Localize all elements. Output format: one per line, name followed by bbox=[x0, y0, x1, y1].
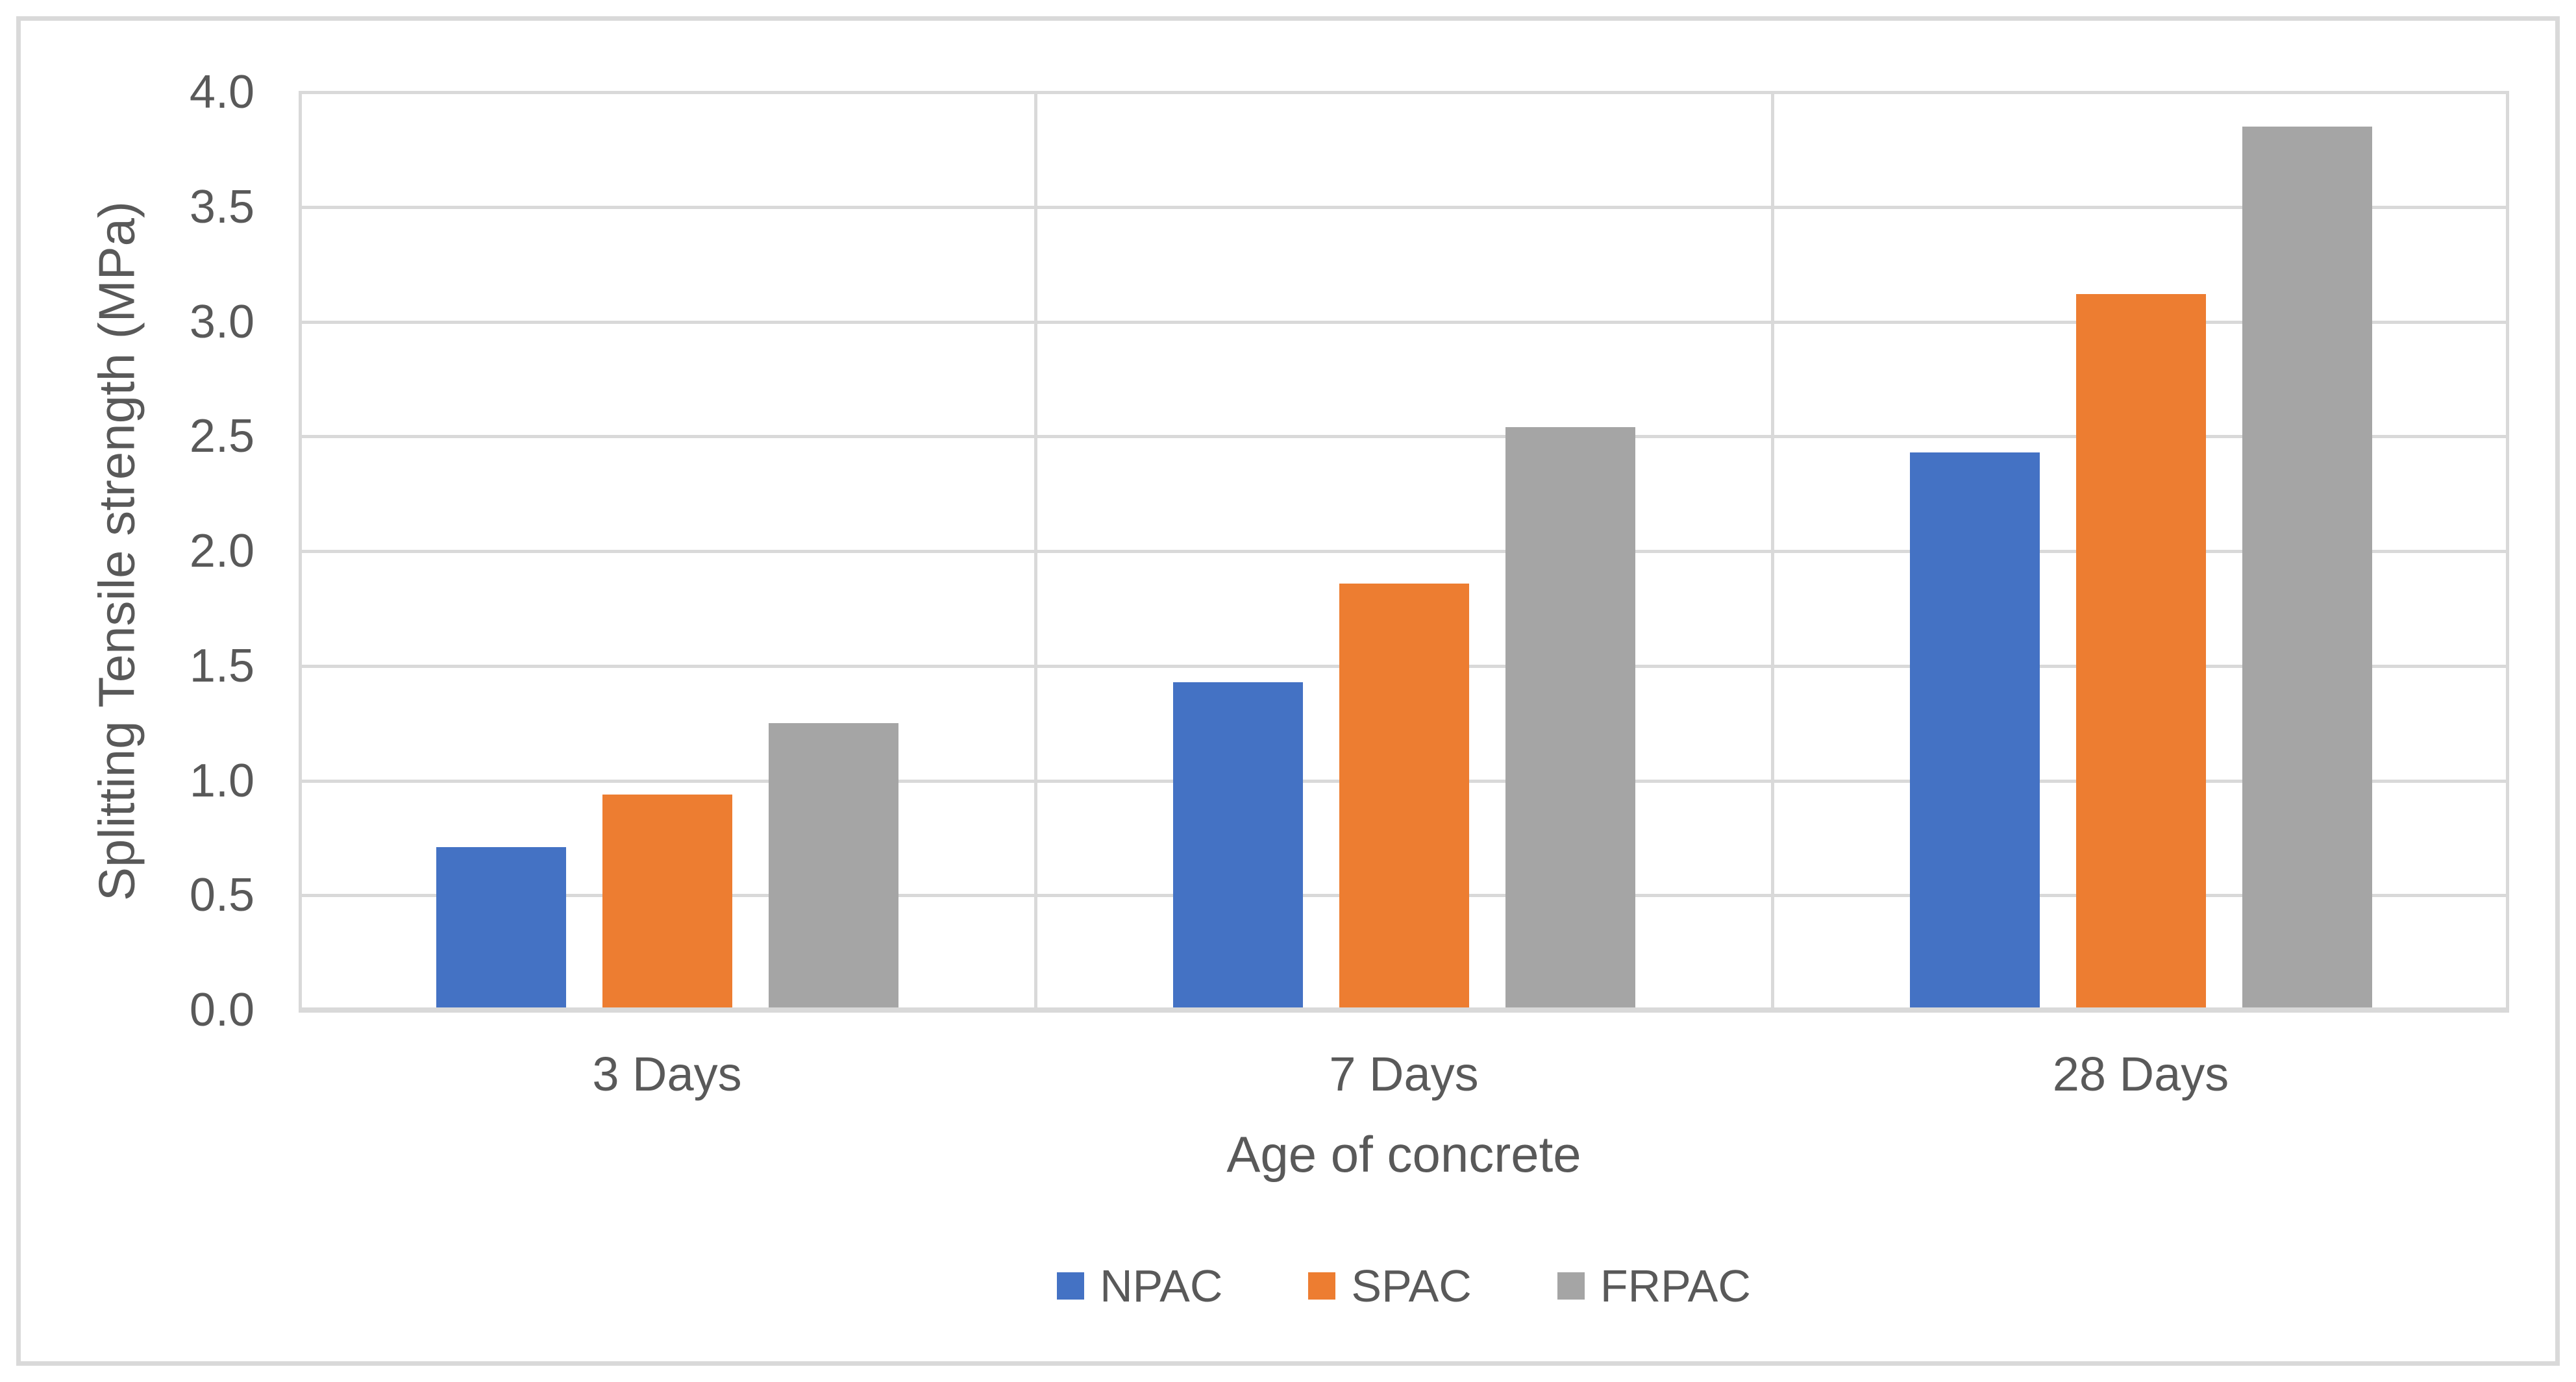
bar-group-28-days bbox=[1772, 92, 2509, 1010]
legend-marker-frpac bbox=[1557, 1272, 1585, 1300]
plot-area bbox=[299, 91, 2509, 1013]
gridline-horizontal bbox=[299, 550, 2509, 553]
y-tick-label-1.5: 1.5 bbox=[189, 639, 254, 692]
bar-frpac-7-days bbox=[1505, 427, 1635, 1010]
legend-label-npac: NPAC bbox=[1100, 1261, 1223, 1311]
bar-spac-28-days bbox=[2075, 294, 2206, 1010]
bar-spac-7-days bbox=[1339, 583, 1469, 1010]
gridline-vertical bbox=[1771, 92, 1774, 1010]
bar-npac-3-days bbox=[436, 847, 566, 1010]
gridline-horizontal bbox=[299, 320, 2509, 324]
legend-label-spac: SPAC bbox=[1351, 1261, 1472, 1311]
bar-npac-28-days bbox=[1909, 452, 2040, 1010]
legend-marker-npac bbox=[1057, 1272, 1085, 1300]
gridline-vertical bbox=[2506, 92, 2509, 1010]
legend-item-spac: SPAC bbox=[1308, 1260, 1472, 1312]
bar-npac-7-days bbox=[1172, 682, 1303, 1010]
y-tick-label-0.5: 0.5 bbox=[189, 869, 254, 922]
chart-frame: Splitting Tensile strength (MPa) 0.0 0.5 1… bbox=[16, 16, 2560, 1366]
y-tick-label-3.5: 3.5 bbox=[189, 180, 254, 233]
y-tick-label-4.0: 4.0 bbox=[189, 66, 254, 118]
bar-spac-3-days bbox=[602, 794, 732, 1010]
x-category-label-3-days: 3 Days bbox=[592, 1047, 742, 1101]
legend-label-frpac: FRPAC bbox=[1600, 1261, 1751, 1311]
y-tick-label-0.0: 0.0 bbox=[189, 984, 254, 1036]
gridline-horizontal bbox=[299, 205, 2509, 209]
y-axis-line bbox=[299, 92, 302, 1010]
legend-item-frpac: FRPAC bbox=[1557, 1260, 1751, 1312]
bar-frpac-28-days bbox=[2242, 127, 2372, 1010]
y-tick-label-3.0: 3.0 bbox=[189, 295, 254, 348]
legend-item-npac: NPAC bbox=[1057, 1260, 1222, 1312]
gridline-horizontal bbox=[299, 435, 2509, 439]
y-tick-label-1.0: 1.0 bbox=[189, 754, 254, 807]
x-axis-line bbox=[299, 1007, 2509, 1013]
gridline-vertical bbox=[1034, 92, 1037, 1010]
x-category-label-7-days: 7 Days bbox=[1329, 1047, 1479, 1101]
y-tick-label-2.0: 2.0 bbox=[189, 525, 254, 577]
bar-group-7-days bbox=[1035, 92, 1772, 1010]
legend: NPAC SPAC FRPAC bbox=[299, 1255, 2509, 1317]
legend-marker-spac bbox=[1308, 1272, 1336, 1300]
x-category-label-28-days: 28 Days bbox=[2052, 1047, 2229, 1101]
gridline-horizontal bbox=[299, 91, 2509, 94]
x-axis-title: Age of concrete bbox=[1226, 1126, 1581, 1183]
bar-frpac-3-days bbox=[768, 723, 898, 1010]
y-tick-label-2.5: 2.5 bbox=[189, 410, 254, 463]
bar-group-3-days bbox=[299, 92, 1035, 1010]
